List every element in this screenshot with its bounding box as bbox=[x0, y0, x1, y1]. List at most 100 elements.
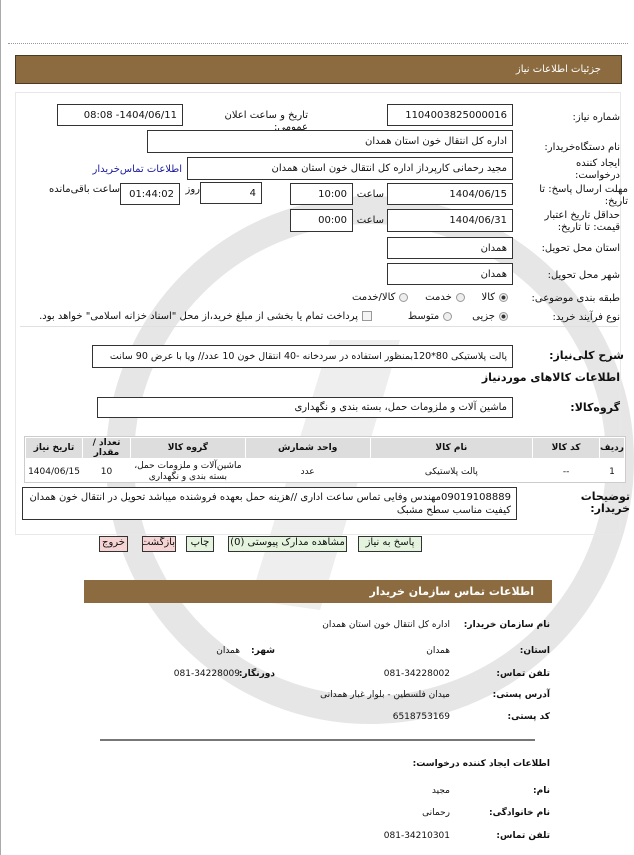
contact-title: اطلاعات تماس سازمان خریدار bbox=[369, 585, 534, 598]
radio-goods-label: کالا bbox=[481, 292, 495, 303]
contact-org-label: نام سازمان خریدار: bbox=[463, 620, 550, 630]
contact-province: همدان bbox=[426, 646, 450, 656]
contact-postal: 6518753169 bbox=[392, 712, 450, 722]
buyer-notes-field: 09019108889مهندس وفایی تماس ساعت اداری /… bbox=[22, 487, 517, 520]
remaining-label: ساعت باقی‌مانده bbox=[48, 184, 120, 195]
contact-city-label: شهر: bbox=[251, 646, 275, 656]
cell-code: -- bbox=[562, 466, 570, 477]
category-label: طبقه بندی موضوعی: bbox=[531, 293, 620, 304]
page-title: جزئیات اطلاعات نیاز bbox=[515, 64, 601, 75]
radio-service-label: خدمت bbox=[425, 292, 452, 303]
exit-button[interactable]: خروج bbox=[99, 536, 128, 552]
buyer-notes-label: توضیحات خریدار: bbox=[580, 490, 630, 515]
city-label: شهر محل تحویل: bbox=[547, 270, 620, 281]
deadline-label: مهلت ارسال پاسخ: تا تاریخ: bbox=[539, 184, 628, 207]
need-number-label: شماره نیاز: bbox=[572, 112, 621, 123]
deadline-time-label: ساعت bbox=[356, 189, 384, 200]
radio-minor[interactable]: جزیی bbox=[472, 311, 512, 322]
radio-service[interactable]: خدمت bbox=[425, 292, 469, 303]
contact-fax-label: دورنگار: bbox=[238, 669, 275, 679]
creator-label: ایجاد کننده درخواست: bbox=[575, 158, 620, 181]
creator-family-label: نام خانوادگی: bbox=[488, 808, 550, 818]
creator-info-title: اطلاعات ایجاد کننده درخواست: bbox=[412, 759, 550, 769]
radio-minor-label: جزیی bbox=[472, 311, 495, 322]
validity-label: حداقل تاریخ اعتبار قیمت: تا تاریخ: bbox=[544, 210, 620, 233]
validity-date-field: 1404/06/31 bbox=[387, 209, 513, 232]
cell-qty: 10 bbox=[100, 466, 113, 477]
cell-unit: عدد bbox=[300, 466, 315, 477]
th-code: کد کالا bbox=[532, 437, 601, 459]
top-divider bbox=[8, 43, 628, 44]
summary-field: پالت پلاستیکی 80*120بمنظور استفاده در سر… bbox=[92, 345, 513, 368]
treasury-note: پرداخت تمام یا بخشی از مبلغ خرید،از محل … bbox=[39, 311, 359, 322]
th-unit: واحد شمارش bbox=[244, 437, 371, 459]
radio-medium[interactable]: متوسط bbox=[408, 311, 456, 322]
validity-time-label: ساعت bbox=[356, 215, 384, 226]
buyer-contact-link[interactable]: اطلاعات تماس‌خریدار bbox=[92, 164, 182, 175]
creator-phone: 081-34210301 bbox=[383, 831, 450, 841]
contact-address-label: آدرس پستی: bbox=[492, 690, 550, 700]
creator-name-label: نام: bbox=[533, 786, 550, 796]
cell-date: 1404/06/15 bbox=[28, 466, 80, 477]
treasury-checkbox[interactable]: پرداخت تمام یا بخشی از مبلغ خرید،از محل … bbox=[39, 311, 376, 322]
contact-province-label: استان: bbox=[519, 646, 550, 656]
city-field: همدان bbox=[387, 263, 513, 285]
group-field: ماشین آلات و ملزومات حمل، بسته بندی و نگ… bbox=[97, 397, 513, 418]
need-number-field: 1104003825000016 bbox=[387, 104, 513, 126]
view-documents-button[interactable]: مشاهده مدارک پیوستی (0) bbox=[228, 536, 347, 552]
creator-field: مجید رحمانی کارپرداز اداره کل انتقال خون… bbox=[187, 157, 513, 180]
goods-table: ردیف کد کالا نام کالا واحد شمارش گروه کا… bbox=[24, 437, 625, 485]
creator-family: رحمانی bbox=[422, 808, 450, 818]
deadline-time-field: 10:00 bbox=[290, 183, 353, 205]
radio-medium-label: متوسط bbox=[407, 311, 440, 322]
buyer-org-label: نام دستگاه‌خریدار: bbox=[544, 142, 620, 153]
creator-phone-label: تلفن تماس: bbox=[496, 831, 550, 841]
th-name: نام کالا bbox=[369, 437, 534, 459]
th-date: تاریخ نیاز bbox=[24, 437, 84, 459]
contact-org: اداره کل انتقال خون استان همدان bbox=[322, 620, 450, 630]
cell-group: ماشین‌آلات و ملزومات حمل، بسته بندی و نگ… bbox=[134, 460, 242, 482]
remaining-time-field: 01:44:02 bbox=[120, 183, 180, 205]
validity-time-field: 00:00 bbox=[290, 209, 353, 232]
radio-goods-service[interactable]: کالا/خدمت bbox=[352, 292, 413, 303]
cell-name: پالت پلاستیکی bbox=[424, 466, 478, 477]
deadline-date-field: 1404/06/15 bbox=[387, 183, 513, 205]
buyer-org-field: اداره کل انتقال خون استان همدان bbox=[147, 130, 513, 153]
contact-fax: 081-34228009 bbox=[173, 669, 240, 679]
process-radio-group: جزیی متوسط پرداخت تمام یا بخشی از مبلغ خ… bbox=[39, 311, 512, 322]
reply-button[interactable]: پاسخ به نیاز bbox=[358, 536, 422, 552]
province-label: استان محل تحویل: bbox=[541, 243, 620, 254]
contact-phone-label: تلفن تماس: bbox=[496, 669, 550, 679]
contact-city: همدان bbox=[216, 646, 240, 656]
announce-label: تاریخ و ساعت اعلان عمومی: bbox=[224, 110, 308, 133]
cell-row: 1 bbox=[609, 466, 615, 477]
form-panel bbox=[15, 92, 621, 535]
contact-phone: 081-34228002 bbox=[383, 669, 450, 679]
contact-postal-label: کد پستی: bbox=[507, 712, 550, 722]
contact-divider bbox=[100, 739, 535, 741]
th-row: ردیف bbox=[599, 437, 625, 459]
days-field: 4 bbox=[200, 182, 262, 204]
contact-header: اطلاعات تماس سازمان خریدار bbox=[84, 580, 552, 603]
th-qty: تعداد / مقدار bbox=[82, 437, 131, 459]
print-button[interactable]: چاپ bbox=[186, 536, 214, 552]
process-label: نوع فرآیند خرید: bbox=[552, 312, 621, 323]
summary-label: شرح کلی‌نیاز: bbox=[549, 349, 624, 362]
th-group: گروه کالا bbox=[129, 437, 246, 459]
creator-name: مجید bbox=[431, 786, 450, 796]
contact-address: میدان فلسطین - بلوار غبار همدانی bbox=[320, 690, 450, 700]
province-field: همدان bbox=[387, 237, 513, 259]
left-border bbox=[0, 0, 1, 855]
announce-field: 1404/06/11- 08:08 bbox=[57, 104, 183, 126]
table-header-row: ردیف کد کالا نام کالا واحد شمارش گروه کا… bbox=[24, 437, 625, 459]
days-label: روز bbox=[185, 184, 201, 195]
radio-goods-service-label: کالا/خدمت bbox=[351, 292, 396, 303]
group-label: گروه‌کالا: bbox=[570, 401, 620, 414]
section-divider bbox=[20, 326, 618, 327]
radio-goods[interactable]: کالا bbox=[481, 292, 512, 303]
page-title-bar: جزئیات اطلاعات نیاز bbox=[15, 55, 622, 84]
table-row: 1 -- پالت پلاستیکی عدد ماشین‌آلات و ملزو… bbox=[26, 459, 625, 485]
back-button[interactable]: بازگشت bbox=[142, 536, 176, 552]
category-radio-group: کالا خدمت کالا/خدمت bbox=[352, 292, 512, 303]
goods-heading: اطلاعات کالاهای موردنیاز bbox=[481, 371, 620, 384]
